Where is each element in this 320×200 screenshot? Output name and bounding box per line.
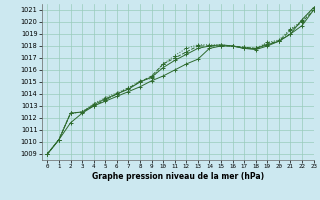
X-axis label: Graphe pression niveau de la mer (hPa): Graphe pression niveau de la mer (hPa) <box>92 172 264 181</box>
